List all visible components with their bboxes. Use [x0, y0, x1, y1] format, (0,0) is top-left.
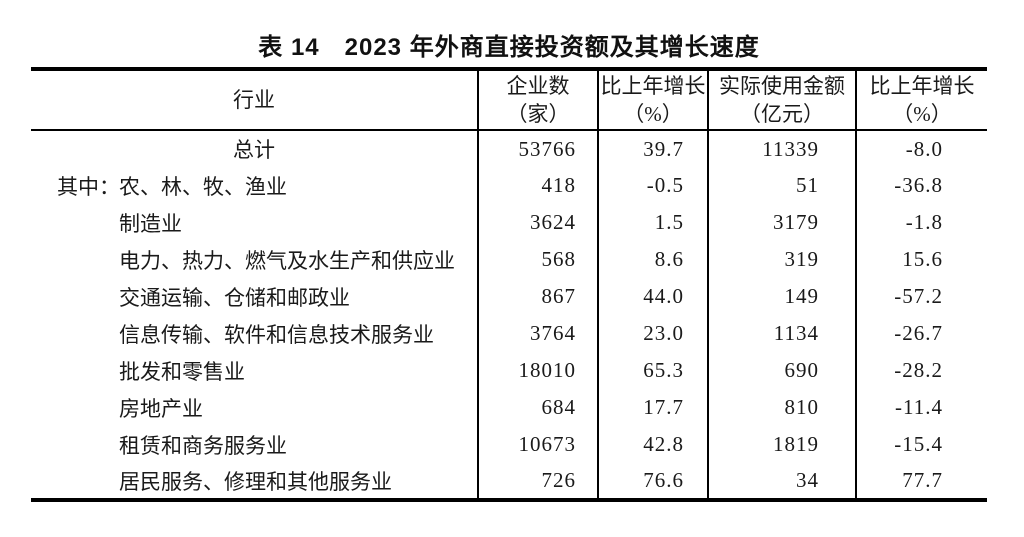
- industry-cell: 总计: [233, 138, 275, 162]
- industry-cell: 制造业: [31, 204, 478, 241]
- amount-growth-cell: -11.4: [855, 389, 987, 426]
- amount-growth-cell: -8.0: [855, 130, 987, 167]
- amount-growth-cell: -57.2: [855, 278, 987, 315]
- header-row: 行业 企业数 （家） 比上年增长 （%） 实际使用金额 （亿元） 比上年增长 （…: [31, 69, 987, 131]
- amount-growth-cell: -28.2: [855, 352, 987, 389]
- header-enterprises: 企业数 （家）: [477, 69, 598, 131]
- industry-label: 电力、热力、燃气及水生产和供应业: [119, 248, 455, 273]
- industry-label: 交通运输、仓储和邮政业: [119, 285, 350, 310]
- table-row: 居民服务、修理和其他服务业 726 76.6 34 77.7: [31, 463, 987, 500]
- enterprises-growth-cell: 65.3: [597, 352, 708, 389]
- enterprises-growth-cell: 23.0: [597, 315, 708, 352]
- industry-label: 房地产业: [119, 396, 203, 421]
- header-industry-label: 行业: [233, 88, 275, 112]
- industry-cell: 信息传输、软件和信息技术服务业: [31, 315, 478, 352]
- amount-growth-cell: -36.8: [855, 167, 987, 204]
- table-row: 交通运输、仓储和邮政业 867 44.0 149 -57.2: [31, 278, 987, 315]
- amount-cell: 34: [707, 463, 856, 500]
- industry-cell: 其中：农、林、牧、渔业: [31, 167, 478, 204]
- table-row: 信息传输、软件和信息技术服务业 3764 23.0 1134 -26.7: [31, 315, 987, 352]
- subset-prefix: 其中：: [57, 174, 120, 199]
- header-amount-growth-line2: （%）: [892, 102, 952, 126]
- table-row: 其中：农、林、牧、渔业 418 -0.5 51 -36.8: [31, 167, 987, 204]
- enterprises-growth-cell: 8.6: [597, 241, 708, 278]
- amount-growth-cell: -1.8: [855, 204, 987, 241]
- amount-cell: 51: [707, 167, 856, 204]
- enterprises-growth-cell: 1.5: [597, 204, 708, 241]
- industry-cell: 居民服务、修理和其他服务业: [31, 463, 478, 500]
- enterprises-growth-cell: 42.8: [597, 426, 708, 463]
- industry-cell: 电力、热力、燃气及水生产和供应业: [31, 241, 478, 278]
- header-amount: 实际使用金额 （亿元）: [707, 69, 856, 131]
- table-title: 表 14 2023 年外商直接投资额及其增长速度: [258, 34, 760, 61]
- enterprises-cell: 418: [477, 167, 598, 204]
- table-row: 房地产业 684 17.7 810 -11.4: [31, 389, 987, 426]
- industry-label: 租赁和商务服务业: [119, 433, 287, 458]
- enterprises-cell: 3624: [477, 204, 598, 241]
- amount-growth-cell: 77.7: [855, 463, 987, 500]
- table-row-total: 总计 53766 39.7 11339 -8.0: [31, 130, 987, 167]
- header-enterprises-growth-line2: （%）: [623, 102, 683, 126]
- enterprises-cell: 18010: [477, 352, 598, 389]
- enterprises-growth-cell: 17.7: [597, 389, 708, 426]
- table-row: 租赁和商务服务业 10673 42.8 1819 -15.4: [31, 426, 987, 463]
- amount-cell: 810: [707, 389, 856, 426]
- header-industry: 行业: [31, 69, 478, 131]
- header-enterprises-line2: （家）: [506, 102, 570, 126]
- enterprises-cell: 726: [477, 463, 598, 500]
- enterprises-cell: 10673: [477, 426, 598, 463]
- enterprises-cell: 568: [477, 241, 598, 278]
- table-row: 电力、热力、燃气及水生产和供应业 568 8.6 319 15.6: [31, 241, 987, 278]
- enterprises-growth-cell: 76.6: [597, 463, 708, 500]
- amount-cell: 690: [707, 352, 856, 389]
- fdi-table: 行业 企业数 （家） 比上年增长 （%） 实际使用金额 （亿元） 比上年增长 （…: [31, 67, 987, 502]
- industry-cell: 租赁和商务服务业: [31, 426, 478, 463]
- header-amount-growth-line1: 比上年增长: [869, 74, 975, 98]
- table-row: 批发和零售业 18010 65.3 690 -28.2: [31, 352, 987, 389]
- header-amount-line2: （亿元）: [740, 102, 824, 126]
- enterprises-cell: 684: [477, 389, 598, 426]
- amount-growth-cell: 15.6: [855, 241, 987, 278]
- industry-label: 农、林、牧、渔业: [119, 174, 287, 199]
- header-enterprises-growth: 比上年增长 （%）: [597, 69, 708, 131]
- amount-cell: 11339: [707, 130, 856, 167]
- industry-cell: 交通运输、仓储和邮政业: [31, 278, 478, 315]
- header-enterprises-growth-line1: 比上年增长: [600, 74, 706, 98]
- industry-label: 批发和零售业: [119, 359, 245, 384]
- header-amount-line1: 实际使用金额: [719, 74, 845, 98]
- header-enterprises-line1: 企业数: [506, 74, 570, 98]
- industry-label: 制造业: [119, 211, 182, 236]
- amount-cell: 1819: [707, 426, 856, 463]
- enterprises-growth-cell: 44.0: [597, 278, 708, 315]
- industry-label: 信息传输、软件和信息技术服务业: [119, 322, 434, 347]
- table-row: 制造业 3624 1.5 3179 -1.8: [31, 204, 987, 241]
- amount-growth-cell: -26.7: [855, 315, 987, 352]
- industry-cell: 批发和零售业: [31, 352, 478, 389]
- industry-cell: 房地产业: [31, 389, 478, 426]
- amount-cell: 3179: [707, 204, 856, 241]
- enterprises-growth-cell: 39.7: [597, 130, 708, 167]
- enterprises-cell: 867: [477, 278, 598, 315]
- enterprises-growth-cell: -0.5: [597, 167, 708, 204]
- amount-cell: 149: [707, 278, 856, 315]
- enterprises-cell: 3764: [477, 315, 598, 352]
- amount-cell: 1134: [707, 315, 856, 352]
- industry-label: 居民服务、修理和其他服务业: [119, 469, 392, 494]
- header-amount-growth: 比上年增长 （%）: [855, 69, 987, 131]
- amount-cell: 319: [707, 241, 856, 278]
- document-page: 表 14 2023 年外商直接投资额及其增长速度 行业 企业数 （家） 比上年增…: [31, 0, 987, 502]
- amount-growth-cell: -15.4: [855, 426, 987, 463]
- enterprises-cell: 53766: [477, 130, 598, 167]
